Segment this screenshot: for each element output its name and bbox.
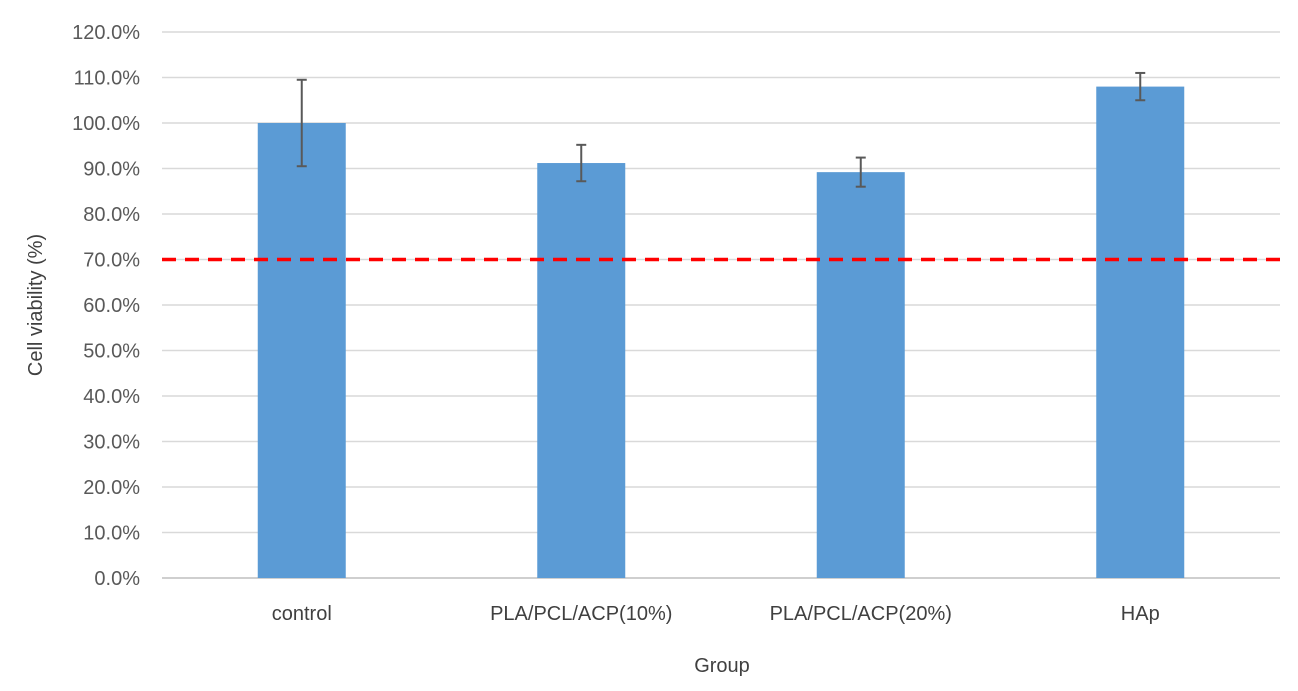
error-bar [296, 78, 307, 168]
y-tick-label: 40.0% [83, 386, 140, 408]
category-label: PLA/PCL/ACP(10%) [490, 603, 672, 625]
y-tick-label: 60.0% [83, 295, 140, 317]
y-tick-labels: 0.0% 10.0% 20.0% 30.0% 40.0% 50.0% 60.0% 70.0% 8… [72, 22, 140, 590]
y-tick-label: 90.0% [83, 159, 140, 181]
y-tick-label: 0.0% [94, 568, 140, 590]
bar [537, 163, 626, 579]
x-axis-title: Group [694, 655, 750, 677]
bars [257, 86, 1185, 579]
category-labels: control PLA/PCL/ACP(10%) PLA/PCL/ACP(20%) H… [272, 603, 1160, 625]
y-tick-label: 50.0% [83, 341, 140, 363]
y-axis-title: Cell viability (%) [25, 234, 47, 376]
y-tick-label: 20.0% [83, 477, 140, 499]
gridlines [162, 31, 1280, 579]
error-bar [576, 143, 587, 183]
bar [1096, 86, 1185, 578]
y-tick-label: 30.0% [83, 432, 140, 454]
y-tick-label: 100.0% [72, 113, 140, 135]
error-bar [1135, 71, 1146, 102]
error-bar [855, 156, 866, 188]
bar [257, 123, 346, 578]
y-tick-label: 110.0% [74, 68, 141, 90]
y-tick-label: 10.0% [83, 523, 140, 545]
bar [816, 172, 905, 578]
category-label: PLA/PCL/ACP(20%) [770, 603, 952, 625]
category-label: control [272, 603, 332, 625]
error-bars [296, 71, 1146, 188]
y-tick-label: 80.0% [83, 204, 140, 226]
y-tick-label: 70.0% [83, 250, 140, 272]
y-tick-label: 120.0% [72, 22, 140, 44]
category-label: HAp [1121, 603, 1160, 625]
